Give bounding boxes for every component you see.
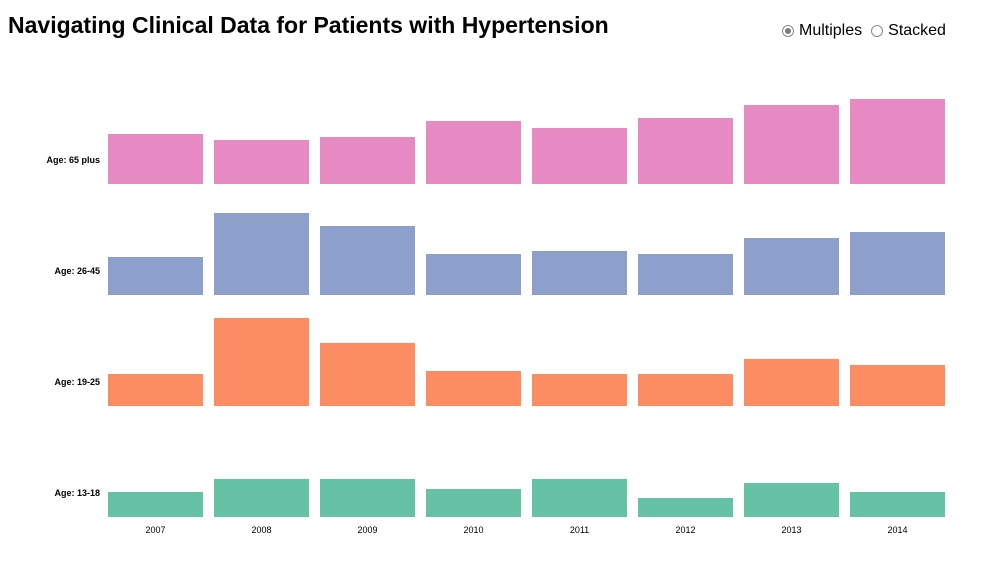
bar[interactable] <box>638 254 733 295</box>
bar[interactable] <box>320 137 415 184</box>
bar[interactable] <box>850 492 945 517</box>
bar[interactable] <box>638 498 733 517</box>
stacked-label: Stacked <box>888 22 946 39</box>
bar[interactable] <box>532 479 627 517</box>
bar[interactable] <box>320 226 415 295</box>
stacked-radio[interactable] <box>871 25 884 37</box>
bar[interactable] <box>214 213 309 295</box>
bar[interactable] <box>744 359 839 406</box>
series-row: Age: 19-25 <box>54 318 945 406</box>
bar[interactable] <box>744 483 839 517</box>
bar[interactable] <box>744 105 839 184</box>
bar[interactable] <box>108 257 203 295</box>
bar[interactable] <box>850 99 945 184</box>
bar[interactable] <box>108 492 203 517</box>
bar[interactable] <box>320 343 415 406</box>
row-label: Age: 13-18 <box>54 488 100 498</box>
bar[interactable] <box>108 374 203 406</box>
bar[interactable] <box>426 371 521 406</box>
bar[interactable] <box>850 232 945 295</box>
bar[interactable] <box>214 318 309 406</box>
page-title: Navigating Clinical Data for Patients wi… <box>8 12 609 38</box>
x-tick-label: 2008 <box>251 525 271 535</box>
series-row: Age: 26-45 <box>54 213 945 295</box>
bar[interactable] <box>850 365 945 406</box>
bar[interactable] <box>532 128 627 184</box>
series-row: Age: 65 plus <box>46 99 945 184</box>
bar[interactable] <box>426 254 521 295</box>
view-toggle: Multiples Stacked <box>782 22 955 40</box>
bar[interactable] <box>638 118 733 184</box>
bar[interactable] <box>426 121 521 184</box>
bar[interactable] <box>108 134 203 184</box>
bar[interactable] <box>532 251 627 295</box>
bar[interactable] <box>532 374 627 406</box>
bar[interactable] <box>214 140 309 184</box>
stacked-option[interactable]: Stacked <box>871 22 946 40</box>
bar[interactable] <box>320 479 415 517</box>
x-tick-label: 2012 <box>675 525 695 535</box>
x-tick-label: 2010 <box>463 525 483 535</box>
series-row: Age: 13-18 <box>54 479 945 517</box>
x-tick-label: 2014 <box>887 525 907 535</box>
multiples-label: Multiples <box>799 22 863 39</box>
bar[interactable] <box>426 489 521 517</box>
bar[interactable] <box>744 238 839 295</box>
row-label: Age: 19-25 <box>54 377 100 387</box>
multiples-radio[interactable] <box>782 25 794 37</box>
bar[interactable] <box>214 479 309 517</box>
x-tick-label: 2007 <box>145 525 165 535</box>
row-label: Age: 65 plus <box>46 155 100 165</box>
x-tick-label: 2013 <box>781 525 801 535</box>
x-tick-label: 2009 <box>357 525 377 535</box>
x-tick-label: 2011 <box>570 525 589 535</box>
row-label: Age: 26-45 <box>54 266 100 276</box>
bar[interactable] <box>638 374 733 406</box>
multiples-option[interactable]: Multiples <box>782 22 862 40</box>
